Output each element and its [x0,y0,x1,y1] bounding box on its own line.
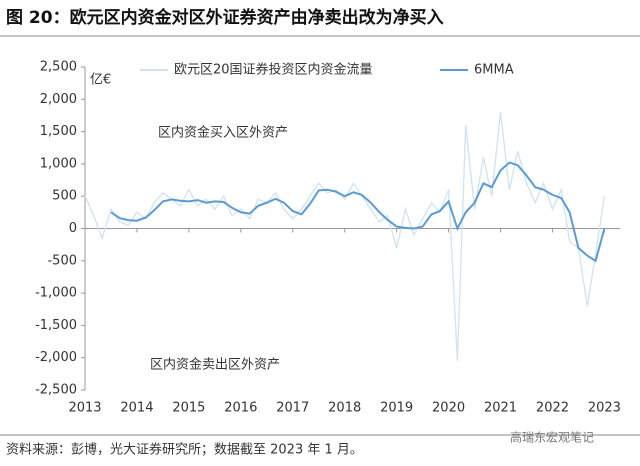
x-tick-label: 2017 [276,401,309,416]
y-tick-label: -2,000 [35,350,77,365]
x-tick-label: 2013 [68,401,101,416]
x-tick-label: 2016 [224,401,257,416]
y-tick-label: -2,500 [35,383,77,398]
series-line [84,112,606,361]
y-tick-label: -1,500 [35,318,77,333]
source: 资料来源：彭博，光大证券研究所；数据截至 2023 年 1 月。 [6,442,363,458]
x-tick-label: 2014 [120,401,153,416]
y-tick-label: 2,000 [40,92,77,107]
x-tick-label: 2015 [172,401,205,416]
x-tick-label: 2021 [484,401,517,416]
x-tick-label: 2023 [588,401,621,416]
x-tick-label: 2018 [328,401,361,416]
annotation: 区内资金买入区外资产 [158,125,288,141]
y-tick-label: 500 [52,189,77,204]
y-tick-label: -500 [47,253,77,268]
legend-label: 6MMA [474,63,514,78]
y-tick-label: -1,000 [35,286,77,301]
series-line [110,161,606,263]
legend-label: 欧元区20国证券投资区内资金流量 [174,62,373,78]
y-tick-label: 2,500 [40,60,77,75]
y-axis-label: 亿€ [90,73,111,88]
watermark: 高瑞东宏观笔记 [510,430,594,445]
y-tick-label: 0 [69,221,77,236]
x-tick-label: 2019 [380,401,413,416]
x-tick-label: 2022 [536,401,569,416]
x-tick-label: 2020 [432,401,465,416]
y-tick-label: 1,500 [40,124,77,139]
y-tick-label: 1,000 [40,156,77,171]
annotation: 区内资金卖出区外资产 [150,357,280,373]
chart-title: 图 20：欧元区内资金对区外证券资产由净卖出改为净买入 [6,7,444,28]
